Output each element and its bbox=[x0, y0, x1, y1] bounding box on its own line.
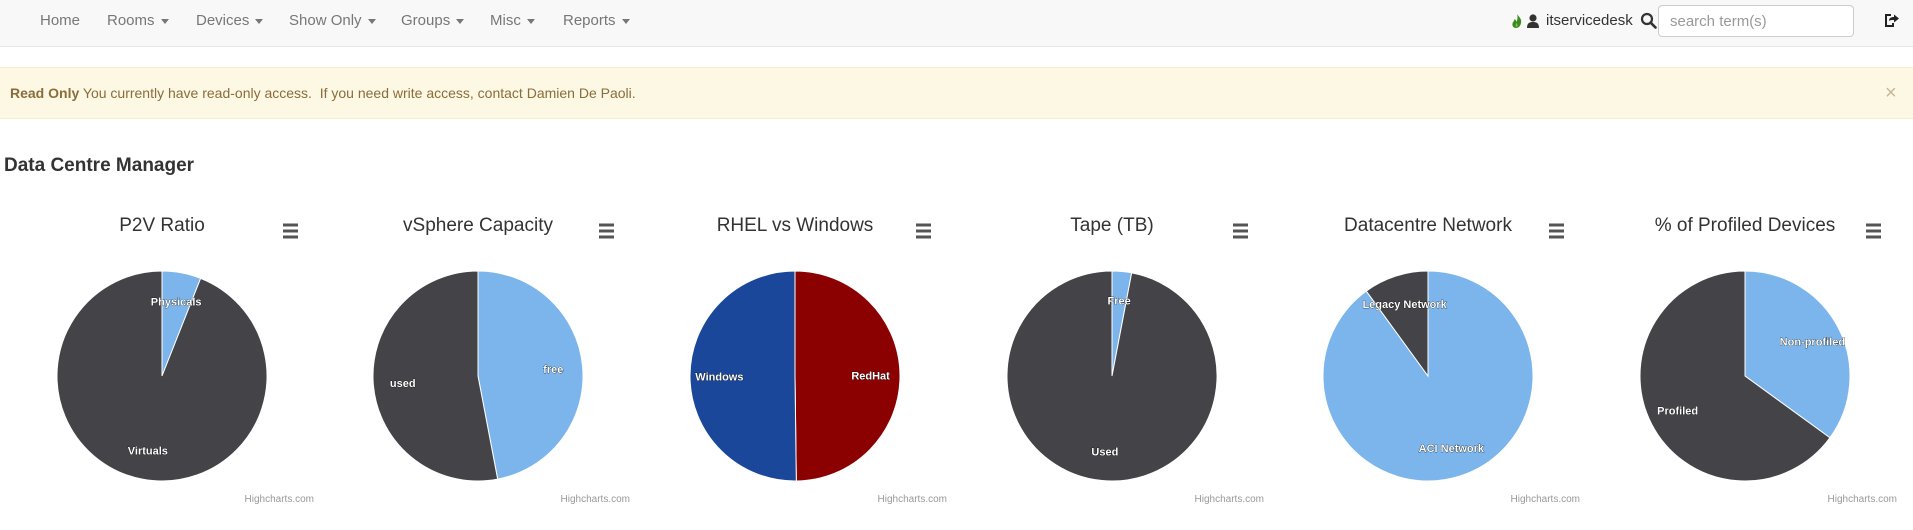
caret-down-icon bbox=[526, 18, 535, 24]
pie-slice-free[interactable] bbox=[477, 270, 584, 480]
chart-rhel-vs-windows: RedHat Windows RHEL vs Windows Highcharts.c… bbox=[637, 205, 953, 510]
pie-slice-virtuals[interactable] bbox=[56, 270, 268, 482]
highcharts-credit-link[interactable]: Highcharts.com bbox=[1510, 494, 1580, 505]
data-label: Non-profiled bbox=[1780, 337, 1845, 349]
alert-message: You currently have read-only access. If … bbox=[79, 85, 636, 101]
caret-down-icon bbox=[255, 18, 264, 24]
pie-slice-used[interactable] bbox=[1006, 270, 1218, 482]
hamburger-menu-icon[interactable] bbox=[595, 222, 617, 240]
close-icon[interactable]: × bbox=[1885, 82, 1897, 104]
nav-devices-label: Devices bbox=[196, 12, 250, 29]
pie-slice-used[interactable] bbox=[372, 270, 499, 482]
nav-show-only-label: Show Only bbox=[289, 12, 362, 29]
chart-of-profiled-devices: Non-profiled Profiled % of Profiled Device… bbox=[1587, 205, 1903, 510]
data-label: Used bbox=[1091, 446, 1118, 458]
hamburger-menu-icon[interactable] bbox=[1229, 222, 1251, 240]
chart-title: % of Profiled Devices bbox=[1654, 215, 1836, 236]
nav-rooms-label: Rooms bbox=[107, 12, 155, 29]
data-label: used bbox=[390, 378, 416, 390]
hamburger-menu-icon[interactable] bbox=[279, 222, 301, 240]
caret-down-icon bbox=[621, 18, 630, 24]
data-label: free bbox=[543, 364, 563, 376]
data-label: Physicals bbox=[151, 297, 202, 309]
nav-misc-label: Misc bbox=[490, 12, 521, 29]
pie-slice-redhat[interactable] bbox=[794, 270, 901, 482]
data-label: Profiled bbox=[1657, 405, 1698, 417]
pie-chart-svg: ACI Network Legacy Network bbox=[1322, 270, 1534, 482]
pie-chart-svg: Physicals Virtuals bbox=[56, 270, 268, 482]
nav-groups[interactable]: Groups bbox=[401, 0, 465, 42]
pie-slice-non-profiled[interactable] bbox=[1744, 270, 1851, 439]
pie-slice-legacy-network[interactable] bbox=[1365, 270, 1429, 378]
chart-p2v-ratio: Physicals Virtuals P2V Ratio Highcharts.com bbox=[4, 205, 320, 510]
username-label[interactable]: itservicedesk bbox=[1546, 12, 1633, 29]
chart-title: RHEL vs Windows bbox=[716, 215, 874, 236]
pie-chart-svg: Free Used bbox=[1006, 270, 1218, 482]
data-label: ACI Network bbox=[1419, 443, 1485, 455]
pie-chart-svg: RedHat Windows bbox=[689, 270, 901, 482]
nav-reports[interactable]: Reports bbox=[563, 0, 630, 42]
nav-rooms[interactable]: Rooms bbox=[107, 0, 169, 42]
data-label: Legacy Network bbox=[1362, 299, 1447, 311]
flame-icon bbox=[1512, 14, 1522, 28]
chart-title: Tape (TB) bbox=[1070, 215, 1154, 236]
caret-down-icon bbox=[456, 18, 465, 24]
nav-home[interactable]: Home bbox=[40, 0, 80, 42]
pie-slice-windows[interactable] bbox=[689, 270, 797, 482]
highcharts-credit-link[interactable]: Highcharts.com bbox=[560, 494, 630, 505]
search-icon[interactable] bbox=[1640, 12, 1657, 29]
pie-chart-svg: free used bbox=[372, 270, 584, 482]
nav-reports-label: Reports bbox=[563, 12, 616, 29]
chart-vsphere-capacity: free used vSphere Capacity Highcharts.com bbox=[320, 205, 636, 510]
data-label: Free bbox=[1107, 296, 1130, 308]
read-only-alert: Read Only You currently have read-only a… bbox=[0, 67, 1913, 119]
chart-title: P2V Ratio bbox=[119, 215, 205, 236]
nav-groups-label: Groups bbox=[401, 12, 451, 29]
nav-home-label: Home bbox=[40, 12, 81, 29]
top-navbar: Home Rooms Devices Show Only Groups Misc… bbox=[0, 0, 1913, 47]
highcharts-credit-link[interactable]: Highcharts.com bbox=[1194, 494, 1264, 505]
highcharts-credit-link[interactable]: Highcharts.com bbox=[244, 494, 314, 505]
data-label: Windows bbox=[695, 371, 743, 383]
hamburger-menu-icon[interactable] bbox=[912, 222, 934, 240]
logout-icon[interactable] bbox=[1883, 12, 1900, 29]
chart-title: Datacentre Network bbox=[1344, 215, 1512, 236]
pie-chart-svg: Non-profiled Profiled bbox=[1639, 270, 1851, 482]
caret-down-icon bbox=[160, 18, 169, 24]
chart-title: vSphere Capacity bbox=[403, 215, 553, 236]
alert-strong-label: Read Only bbox=[10, 85, 80, 101]
search-input[interactable] bbox=[1658, 5, 1854, 37]
nav-misc[interactable]: Misc bbox=[490, 0, 535, 42]
pie-slice-profiled[interactable] bbox=[1639, 270, 1831, 482]
data-label: Virtuals bbox=[128, 445, 168, 457]
page-title: Data Centre Manager bbox=[4, 155, 195, 176]
chart-datacentre-network: ACI Network Legacy Network Datacentre Netw… bbox=[1270, 205, 1586, 510]
nav-devices[interactable]: Devices bbox=[196, 0, 264, 42]
user-icon bbox=[1527, 14, 1539, 28]
nav-show-only[interactable]: Show Only bbox=[289, 0, 376, 42]
caret-down-icon bbox=[367, 18, 376, 24]
hamburger-menu-icon[interactable] bbox=[1545, 222, 1567, 240]
chart-tape-tb: Free Used Tape (TB) Highcharts.com bbox=[954, 205, 1270, 510]
highcharts-credit-link[interactable]: Highcharts.com bbox=[877, 494, 947, 505]
highcharts-credit-link[interactable]: Highcharts.com bbox=[1827, 494, 1897, 505]
hamburger-menu-icon[interactable] bbox=[1862, 222, 1884, 240]
data-label: RedHat bbox=[851, 371, 890, 383]
